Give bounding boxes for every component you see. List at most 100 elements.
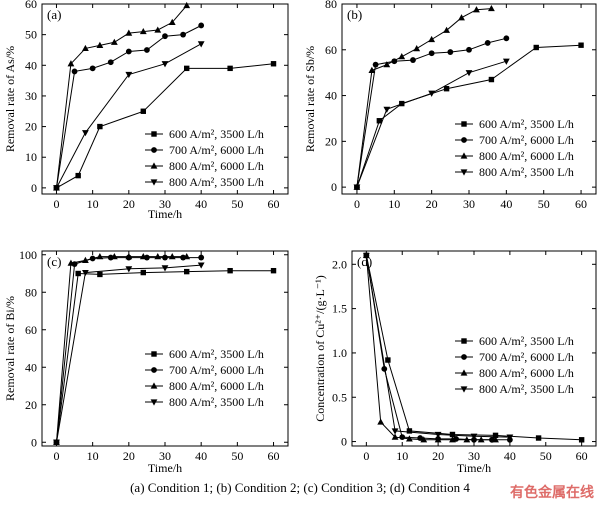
data-point (144, 47, 150, 53)
data-point (420, 436, 428, 443)
data-point (449, 431, 456, 438)
legend-marker (460, 152, 468, 159)
data-point (197, 262, 205, 269)
data-point (372, 61, 379, 68)
y-tick-label: 40 (25, 360, 37, 374)
data-point (428, 50, 435, 57)
x-tick-label: 50 (231, 197, 243, 211)
data-point (447, 49, 454, 55)
legend-marker (150, 162, 158, 169)
panel-a: 0 10 20 30 40 50 60 0 10 20 30 40 50 60 (a) Removal rat… (3, 0, 289, 221)
data-point (466, 46, 472, 53)
data-point (535, 435, 542, 441)
data-point (110, 253, 118, 260)
y-tick-label: 80 (325, 0, 337, 11)
legend-label: 800 A/m², 6000 L/h (169, 159, 264, 173)
y-tick-label: 20 (25, 398, 37, 412)
y-tick-label: 20 (25, 120, 37, 134)
y-axis-label: Removal rate of Sb/% (303, 46, 317, 152)
data-point (503, 35, 510, 42)
data-point (183, 253, 191, 260)
x-tick-label: 0 (363, 449, 369, 463)
legend-label: 700 A/m², 6000 L/h (169, 363, 264, 377)
x-tick-label: 30 (159, 449, 171, 463)
x-tick-label: 60 (575, 197, 587, 211)
data-point (139, 27, 147, 35)
legend-marker (151, 147, 157, 153)
data-point (97, 271, 103, 278)
data-point (139, 253, 147, 260)
y-tick-label: 30 (25, 89, 37, 103)
series-1 (53, 22, 205, 191)
data-point (428, 90, 436, 97)
x-tick-label: 60 (268, 449, 280, 463)
data-point (458, 14, 465, 21)
legend-marker (150, 179, 158, 186)
data-point (443, 85, 450, 92)
panel-label: (c) (47, 254, 61, 269)
x-tick-label: 20 (426, 197, 438, 211)
y-tick-label: 40 (325, 89, 337, 103)
panel-label: (b) (347, 7, 362, 22)
data-point (428, 35, 436, 43)
data-point (82, 256, 89, 263)
data-point (368, 66, 376, 73)
data-point (97, 123, 103, 130)
data-point (198, 22, 205, 29)
y-tick-label: 1.0 (332, 346, 347, 360)
y-tick-label: 0 (331, 180, 337, 194)
data-point (125, 253, 133, 260)
series-2 (353, 4, 495, 190)
x-tick-label: 40 (195, 449, 207, 463)
x-tick-label: 30 (463, 197, 475, 211)
x-tick-label: 30 (159, 197, 171, 211)
data-point (488, 4, 495, 12)
series-3 (353, 58, 510, 191)
y-tick-label: 0 (31, 181, 37, 195)
data-point (180, 31, 186, 38)
legend-label: 800 A/m², 6000 L/h (479, 366, 574, 380)
y-tick-label: 0 (31, 435, 37, 449)
data-point (434, 436, 442, 443)
series-3 (53, 262, 205, 446)
data-point (75, 172, 81, 179)
data-point (578, 437, 585, 443)
data-point (488, 76, 495, 83)
legend-label: 700 A/m², 6000 L/h (169, 143, 264, 157)
data-point (377, 418, 385, 425)
x-tick-label: 10 (396, 449, 408, 463)
x-tick-label: 40 (500, 197, 512, 211)
data-point (53, 439, 60, 446)
data-point (413, 45, 421, 52)
y-tick-label: 20 (325, 134, 337, 148)
x-tick-label: 50 (538, 197, 550, 211)
y-axis-label: Removal rate of As/% (3, 46, 17, 152)
series-0 (363, 252, 585, 443)
y-tick-label: 10 (25, 150, 37, 164)
data-point (406, 428, 413, 434)
data-point (67, 60, 75, 67)
y-tick-label: 60 (25, 0, 37, 11)
x-tick-label: 20 (123, 197, 135, 211)
data-point (383, 61, 391, 68)
series-3 (362, 252, 514, 441)
x-tick-label: 10 (388, 197, 400, 211)
data-point (484, 40, 491, 46)
data-point (376, 118, 383, 124)
series-line (56, 256, 187, 443)
data-point (67, 259, 75, 266)
data-point (477, 436, 485, 443)
data-point (162, 254, 168, 261)
data-point (502, 58, 510, 65)
data-point (443, 26, 450, 33)
data-point (449, 436, 456, 443)
data-point (533, 44, 539, 51)
legend-label: 800 A/m², 3500 L/h (479, 382, 574, 396)
series-2 (53, 253, 191, 445)
y-tick-label: 60 (325, 43, 337, 57)
data-point (463, 436, 471, 443)
legend-marker (151, 367, 157, 373)
plot-frame (351, 250, 597, 447)
data-point (82, 130, 89, 137)
